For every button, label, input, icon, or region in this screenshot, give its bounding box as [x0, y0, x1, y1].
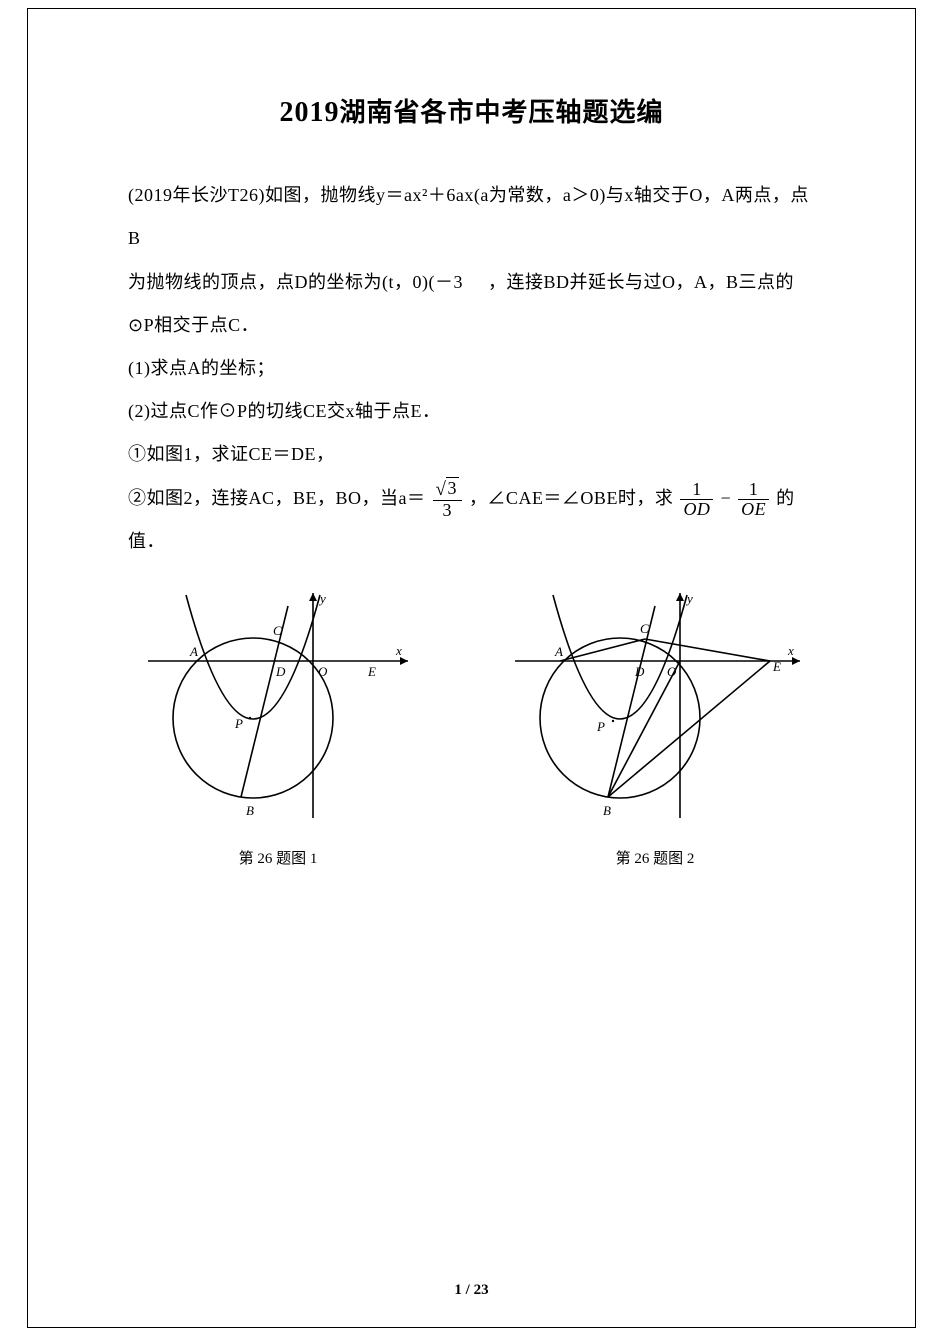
paragraph-7: ②如图2，连接AC，BE，BO，当a＝ 3 3 ，∠CAE＝∠OBE时，求 1 …: [128, 477, 815, 563]
svg-text:D: D: [275, 664, 286, 679]
paragraph-3: ⊙P相交于点C．: [128, 304, 815, 347]
figure-1: A D O E C B P y x 第 26 题图 1: [128, 583, 428, 877]
svg-text:C: C: [273, 623, 282, 638]
svg-text:B: B: [603, 803, 611, 818]
paragraph-6: ①如图1，求证CE＝DE，: [128, 433, 815, 476]
figure-2-svg: A D O E C B P y x: [495, 583, 815, 833]
svg-text:x: x: [395, 643, 402, 658]
paragraph-2: 为抛物线的顶点，点D的坐标为(t，0)(－3 ，连接BD并延长与过O，A，B三点…: [128, 261, 815, 304]
svg-text:B: B: [246, 803, 254, 818]
svg-text:x: x: [787, 643, 794, 658]
figure-2: A D O E C B P y x 第 26 题图 2: [495, 583, 815, 877]
svg-text:O: O: [667, 664, 677, 679]
svg-text:A: A: [554, 644, 563, 659]
title-text: 湖南省各市中考压轴题选编: [339, 98, 663, 127]
fraction-1-over-OD: 1 OD: [680, 480, 713, 519]
svg-text:E: E: [772, 659, 781, 674]
svg-text:E: E: [367, 664, 376, 679]
title-year: 2019: [279, 97, 339, 128]
svg-text:C: C: [640, 621, 649, 636]
svg-text:y: y: [318, 591, 326, 606]
content-area: 2019湖南省各市中考压轴题选编 (2019年长沙T26)如图，抛物线y＝ax²…: [28, 9, 915, 877]
page-title: 2019湖南省各市中考压轴题选编: [128, 79, 815, 146]
page-number: 1 / 23: [28, 1282, 915, 1299]
paragraph-5: (2)过点C作⊙P的切线CE交x轴于点E．: [128, 390, 815, 433]
figure-1-svg: A D O E C B P y x: [128, 583, 428, 833]
svg-text:P: P: [596, 719, 605, 734]
paragraph-4: (1)求点A的坐标；: [128, 347, 815, 390]
page: 2019湖南省各市中考压轴题选编 (2019年长沙T26)如图，抛物线y＝ax²…: [0, 0, 945, 1337]
paragraph-1: (2019年长沙T26)如图，抛物线y＝ax²＋6ax(a为常数，a＞0)与x轴…: [128, 174, 815, 260]
svg-text:P: P: [234, 716, 243, 731]
svg-text:y: y: [685, 591, 693, 606]
fraction-1-over-OE: 1 OE: [738, 480, 769, 519]
svg-text:O: O: [318, 664, 328, 679]
svg-text:A: A: [189, 644, 198, 659]
figure-2-caption: 第 26 题图 2: [495, 841, 815, 877]
svg-text:D: D: [634, 664, 645, 679]
minus-sign: −: [720, 488, 731, 508]
figure-1-caption: 第 26 题图 1: [128, 841, 428, 877]
figures-row: A D O E C B P y x 第 26 题图 1: [128, 583, 815, 877]
fraction-sqrt3-over-3: 3 3: [433, 479, 462, 520]
page-frame: 2019湖南省各市中考压轴题选编 (2019年长沙T26)如图，抛物线y＝ax²…: [27, 8, 916, 1328]
